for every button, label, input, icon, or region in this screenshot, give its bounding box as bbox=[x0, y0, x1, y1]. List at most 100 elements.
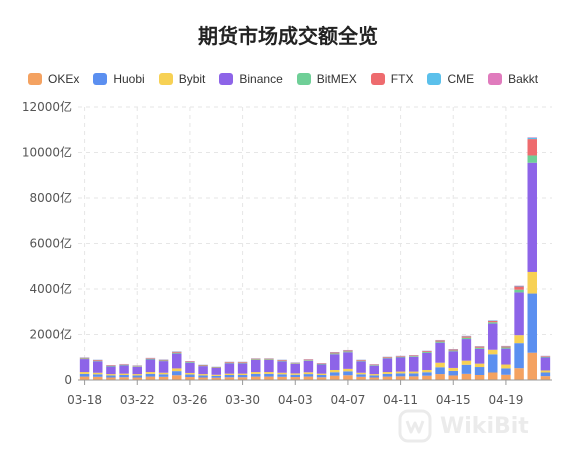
bar-segment-bitmex[interactable] bbox=[119, 364, 129, 366]
bar-segment-bybit[interactable] bbox=[527, 271, 537, 294]
bar-segment-binance[interactable] bbox=[185, 362, 195, 373]
bar-segment-binance[interactable] bbox=[119, 365, 129, 374]
legend-item-okex[interactable]: OKEx bbox=[28, 72, 79, 86]
bar-segment-okex[interactable] bbox=[224, 377, 235, 380]
bar-segment-okex[interactable] bbox=[198, 377, 208, 381]
bar-segment-okex[interactable] bbox=[330, 375, 340, 380]
bar-segment-ftx[interactable] bbox=[540, 356, 551, 357]
bar-segment-huobi[interactable] bbox=[132, 375, 142, 378]
bar-segment-okex[interactable] bbox=[277, 376, 287, 380]
bar-segment-huobi[interactable] bbox=[343, 371, 353, 376]
bar-segment-binance[interactable] bbox=[540, 357, 551, 371]
bar-segment-ftx[interactable] bbox=[290, 362, 300, 364]
bar-segment-bitmex[interactable] bbox=[330, 353, 340, 355]
bar-segment-ftx[interactable] bbox=[158, 359, 169, 361]
bar-segment-huobi[interactable] bbox=[316, 375, 327, 378]
bar-segment-bitmex[interactable] bbox=[382, 357, 393, 359]
bar-segment-ftx[interactable] bbox=[343, 350, 353, 352]
bar-segment-huobi[interactable] bbox=[303, 374, 314, 377]
bar-segment-bitmex[interactable] bbox=[303, 360, 314, 361]
bar-segment-huobi[interactable] bbox=[488, 354, 498, 373]
bar-segment-bybit[interactable] bbox=[303, 372, 314, 375]
bar-segment-huobi[interactable] bbox=[119, 375, 129, 378]
bar-segment-ftx[interactable] bbox=[316, 363, 327, 364]
bar-segment-bybit[interactable] bbox=[264, 372, 274, 374]
bar-segment-bybit[interactable] bbox=[158, 372, 169, 375]
bar-segment-ftx[interactable] bbox=[106, 365, 116, 367]
bar-segment-bitmex[interactable] bbox=[409, 356, 419, 357]
bar-segment-okex[interactable] bbox=[448, 375, 458, 380]
bar-segment-bybit[interactable] bbox=[343, 368, 353, 372]
bar-segment-bitmex[interactable] bbox=[185, 362, 195, 363]
bar-segment-binance[interactable] bbox=[435, 342, 445, 363]
bar-segment-bybit[interactable] bbox=[79, 372, 90, 374]
bar-segment-bitmex[interactable] bbox=[264, 359, 274, 360]
bar-segment-okex[interactable] bbox=[106, 377, 116, 381]
legend-item-bybit[interactable]: Bybit bbox=[158, 72, 205, 86]
bar-segment-binance[interactable] bbox=[527, 162, 537, 272]
bar-segment-binance[interactable] bbox=[237, 363, 248, 374]
bar-segment-binance[interactable] bbox=[106, 366, 116, 375]
bar-segment-bybit[interactable] bbox=[540, 370, 551, 373]
bar-segment-binance[interactable] bbox=[330, 354, 340, 370]
bar-segment-bybit[interactable] bbox=[369, 374, 379, 376]
bar-segment-bybit[interactable] bbox=[237, 373, 248, 375]
bar-segment-bybit[interactable] bbox=[395, 371, 406, 374]
bar-segment-huobi[interactable] bbox=[435, 367, 445, 375]
bar-segment-ftx[interactable] bbox=[448, 349, 458, 351]
bar-segment-bybit[interactable] bbox=[448, 367, 458, 371]
bar-segment-binance[interactable] bbox=[264, 359, 274, 373]
bar-segment-huobi[interactable] bbox=[422, 372, 432, 376]
bar-segment-okex[interactable] bbox=[540, 376, 551, 380]
bar-segment-ftx[interactable] bbox=[488, 320, 498, 323]
bar-segment-ftx[interactable] bbox=[79, 357, 90, 359]
bar-segment-huobi[interactable] bbox=[514, 343, 524, 369]
bar-segment-huobi[interactable] bbox=[224, 375, 235, 378]
legend-item-ftx[interactable]: FTX bbox=[370, 72, 413, 86]
bar-segment-binance[interactable] bbox=[211, 367, 221, 375]
bar-segment-bitmex[interactable] bbox=[198, 365, 208, 367]
bar-segment-okex[interactable] bbox=[145, 376, 156, 380]
bar-segment-ftx[interactable] bbox=[435, 340, 445, 342]
bar-segment-ftx[interactable] bbox=[251, 358, 261, 360]
bar-segment-binance[interactable] bbox=[422, 352, 432, 370]
bar-segment-binance[interactable] bbox=[224, 363, 235, 374]
bar-segment-binance[interactable] bbox=[448, 351, 458, 368]
bar-segment-bitmex[interactable] bbox=[474, 347, 485, 349]
bar-segment-ftx[interactable] bbox=[382, 357, 393, 358]
bar-segment-bybit[interactable] bbox=[119, 373, 129, 375]
bar-segment-binance[interactable] bbox=[303, 360, 314, 373]
bar-segment-ftx[interactable] bbox=[330, 352, 340, 354]
bar-segment-binance[interactable] bbox=[290, 363, 300, 374]
bar-segment-binance[interactable] bbox=[277, 361, 287, 373]
bar-segment-bybit[interactable] bbox=[145, 372, 156, 374]
bar-segment-binance[interactable] bbox=[158, 361, 169, 373]
bar-segment-bybit[interactable] bbox=[488, 349, 498, 355]
bar-segment-binance[interactable] bbox=[501, 348, 511, 365]
bar-segment-binance[interactable] bbox=[395, 357, 406, 372]
bar-segment-bitmex[interactable] bbox=[448, 350, 458, 352]
bar-segment-bybit[interactable] bbox=[106, 374, 116, 376]
bar-segment-huobi[interactable] bbox=[448, 370, 458, 376]
bar-segment-binance[interactable] bbox=[356, 361, 366, 373]
bar-segment-okex[interactable] bbox=[303, 376, 314, 380]
bar-segment-ftx[interactable] bbox=[264, 358, 274, 360]
bar-segment-okex[interactable] bbox=[172, 375, 182, 380]
bar-segment-bybit[interactable] bbox=[316, 373, 327, 375]
legend-item-huobi[interactable]: Huobi bbox=[93, 72, 145, 86]
bar-segment-bybit[interactable] bbox=[409, 371, 419, 374]
bar-segment-okex[interactable] bbox=[409, 376, 419, 380]
bar-segment-bybit[interactable] bbox=[251, 372, 261, 374]
bar-segment-huobi[interactable] bbox=[145, 373, 156, 377]
bar-segment-ftx[interactable] bbox=[527, 139, 537, 156]
bar-segment-bitmex[interactable] bbox=[158, 360, 169, 362]
bar-segment-binance[interactable] bbox=[93, 361, 103, 373]
bar-segment-huobi[interactable] bbox=[382, 373, 393, 377]
bar-segment-bitmex[interactable] bbox=[290, 363, 300, 364]
bar-segment-okex[interactable] bbox=[93, 376, 103, 380]
bar-segment-binance[interactable] bbox=[461, 339, 472, 361]
bar-segment-huobi[interactable] bbox=[369, 375, 379, 378]
bar-segment-okex[interactable] bbox=[316, 377, 327, 380]
bar-segment-huobi[interactable] bbox=[264, 373, 274, 377]
bar-segment-okex[interactable] bbox=[501, 374, 511, 380]
